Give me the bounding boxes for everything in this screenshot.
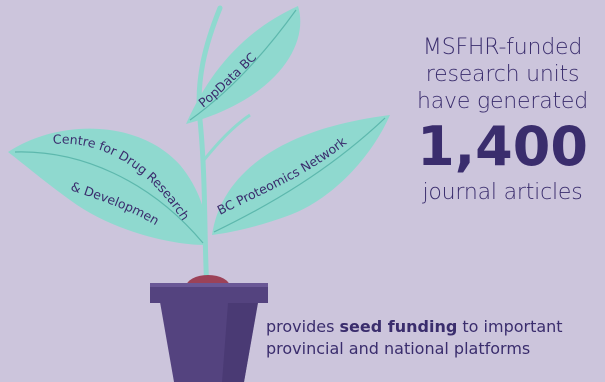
stem-branch <box>202 113 251 161</box>
stat-line-1: MSFHR-funded <box>422 35 583 60</box>
stat-number: 1,400 <box>417 115 588 178</box>
pot-rim <box>150 283 268 303</box>
caption-after: to important <box>457 317 563 336</box>
caption: provides seed funding to important provi… <box>266 316 602 360</box>
stat-block: MSFHR-funded research units have generat… <box>400 34 605 206</box>
caption-bold: seed funding <box>339 317 458 336</box>
leaf-right-vein <box>213 117 386 233</box>
stat-line-2: research units <box>425 62 580 87</box>
caption-before: provides <box>266 317 340 336</box>
pot-rim-highlight <box>150 283 268 287</box>
leaf-top-vein <box>189 9 297 121</box>
leaf-right <box>212 115 390 235</box>
leaf-top <box>186 6 301 124</box>
caption-line-2: provincial and national platforms <box>266 339 531 358</box>
stem <box>196 5 223 293</box>
pot-shadow <box>222 303 258 382</box>
leaf-left <box>8 128 207 245</box>
stat-line-4: journal articles <box>422 180 583 205</box>
stat-line-3: have generated <box>416 89 589 114</box>
leaf-left-vein <box>14 151 204 244</box>
